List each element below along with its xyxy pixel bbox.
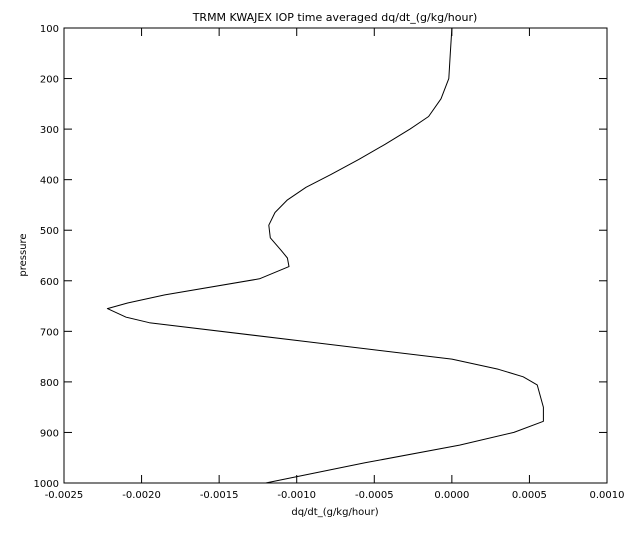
x-tick-label: -0.0015 (200, 490, 239, 501)
y-tick-label: 200 (40, 75, 59, 86)
x-axis-label: dq/dt_(g/kg/hour) (291, 507, 378, 518)
series-group (106, 27, 544, 484)
x-tick-label: -0.0025 (45, 490, 84, 501)
y-tick-label: 700 (40, 327, 59, 338)
y-tick-label: 100 (40, 24, 59, 35)
y-tick-label: 400 (40, 176, 59, 187)
y-tick-label: 500 (40, 226, 59, 237)
x-tick-label: -0.0010 (277, 490, 316, 501)
y-tick-label: 300 (40, 125, 59, 136)
x-tick-label: -0.0020 (122, 490, 161, 501)
x-tick-label: 0.0000 (434, 490, 469, 501)
x-axis: -0.0025 -0.0020 -0.0015 -0.0010 -0.0005 0.000… (45, 28, 625, 501)
y-axis-label: pressure (18, 233, 29, 276)
y-axis: 100 200 300 400 500 600 700 800 900 1000 (34, 24, 607, 490)
x-tick-label: 0.0010 (590, 490, 625, 501)
x-tick-label: 0.0005 (512, 490, 547, 501)
y-tick-label: 600 (40, 277, 59, 288)
y-tick-label: 1000 (34, 479, 59, 490)
x-tick-label: -0.0005 (355, 490, 394, 501)
y-tick-label: 900 (40, 428, 59, 439)
series-line (106, 27, 544, 484)
chart-title: TRMM KWAJEX IOP time averaged dq/dt_(g/k… (192, 11, 478, 24)
plot-frame (63, 27, 608, 484)
y-tick-label: 800 (40, 378, 59, 389)
